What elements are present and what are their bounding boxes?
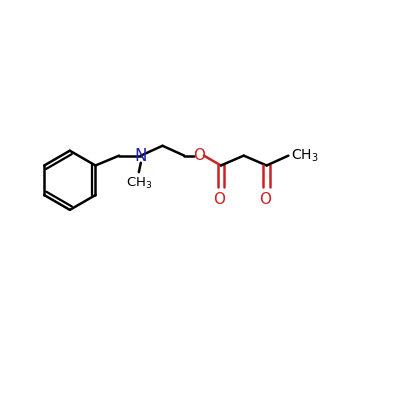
Text: O: O (259, 192, 271, 207)
Text: O: O (213, 192, 225, 207)
Text: CH$_3$: CH$_3$ (126, 176, 152, 191)
Text: CH$_3$: CH$_3$ (292, 148, 319, 164)
Text: O: O (193, 148, 205, 163)
Text: N: N (134, 147, 147, 165)
